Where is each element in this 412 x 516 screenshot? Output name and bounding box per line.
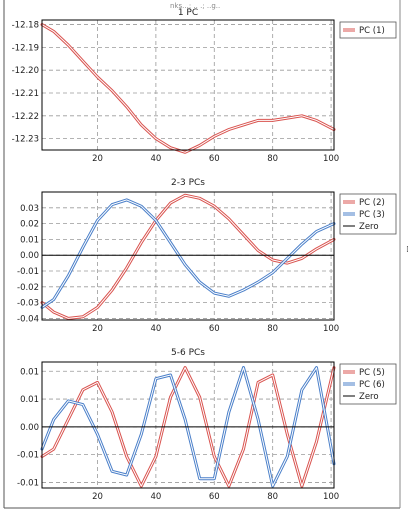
y-tick-label: -0.01 — [17, 478, 39, 488]
plot-border — [41, 361, 335, 489]
legend-label: PC (6) — [359, 380, 385, 390]
x-tick-label: 20 — [92, 492, 103, 502]
plot-area — [42, 20, 334, 150]
y-tick-label: -12.21 — [12, 89, 39, 99]
x-tick-label: 20 — [92, 324, 103, 334]
y-tick-label: -12.23 — [12, 135, 39, 145]
y-tick-label: 0.02 — [20, 220, 39, 230]
y-tick-label: -12.19 — [12, 43, 39, 53]
y-tick-label: 0.00 — [20, 251, 39, 261]
x-tick-label: 60 — [209, 154, 220, 164]
chart-title: 2-3 PCs — [171, 178, 205, 188]
chart-panel-3: 5-6 PCs 20 40 60 80 100 0.01 0.01 0.00 -0.01 -0.01… — [17, 348, 397, 502]
y-tick-label: -0.01 — [17, 267, 39, 277]
legend-label: PC (1) — [359, 26, 385, 36]
y-tick-label: -0.04 — [17, 314, 39, 324]
plot-area — [42, 192, 334, 320]
x-tick-label: 100 — [323, 324, 339, 334]
x-tick-label: 20 — [92, 154, 103, 164]
series-line-highlight-1 — [41, 367, 335, 487]
x-tick-label: 40 — [150, 154, 161, 164]
y-tick-label: -12.22 — [12, 112, 39, 122]
y-tick-label: -12.18 — [12, 21, 39, 31]
y-tick-label: 0.01 — [20, 367, 39, 377]
chart-title: 1 PC — [178, 8, 198, 18]
plot-border — [41, 19, 335, 151]
x-tick-label: 80 — [267, 324, 278, 334]
x-tick-label: 100 — [323, 154, 339, 164]
x-tick-label: 40 — [150, 492, 161, 502]
legend-label: Zero — [359, 222, 379, 232]
side-glyph: ⁞ — [406, 245, 409, 255]
series-line-highlight-1 — [41, 24, 335, 153]
y-tick-label: -0.02 — [17, 283, 39, 293]
plot-border — [41, 191, 335, 321]
header-fragment-text: nks...; .. .; ..g.. — [170, 2, 220, 10]
x-tick-label: 80 — [267, 154, 278, 164]
legend-label: PC (2) — [359, 198, 385, 208]
chart-panel-2: 2-3 PCs 20 40 60 80 100 0.03 0.02 0.01 0.00 -0.01 -… — [17, 178, 397, 334]
x-tick-label: 60 — [209, 492, 220, 502]
y-tick-label: 0.01 — [20, 395, 39, 405]
y-tick-label: -0.01 — [17, 451, 39, 461]
legend-label: PC (5) — [359, 368, 385, 378]
legend-box — [339, 21, 397, 39]
y-tick-label: -12.20 — [12, 66, 39, 76]
y-tick-label: 0.01 — [20, 235, 39, 245]
y-tick-label: 0.03 — [20, 204, 39, 214]
x-tick-label: 80 — [267, 492, 278, 502]
series-line-highlight-2 — [41, 199, 335, 308]
x-tick-label: 40 — [150, 324, 161, 334]
x-tick-label: 100 — [323, 492, 339, 502]
chart-panel-1: 1 PC 20 40 60 80 100 -12.18 -12.19 -12.20 -12.21 -… — [12, 8, 397, 164]
chart-title: 5-6 PCs — [171, 348, 205, 358]
legend-label: Zero — [359, 392, 379, 402]
y-tick-label: 0.00 — [20, 423, 39, 433]
x-tick-label: 60 — [209, 324, 220, 334]
series-line-highlight-2 — [41, 367, 335, 487]
y-tick-label: -0.03 — [17, 299, 39, 309]
legend-label: PC (3) — [359, 210, 385, 220]
